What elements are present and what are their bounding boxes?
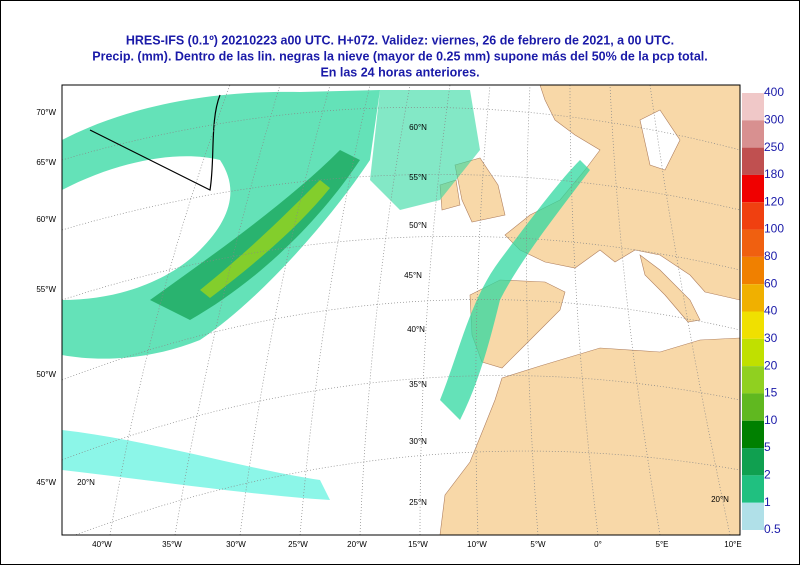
colorbar-swatch <box>742 202 764 230</box>
lat-label: 20°N <box>77 478 95 487</box>
bottom-label: 10°W <box>467 540 487 549</box>
precip-south <box>62 430 330 500</box>
left-label: 65°W <box>36 158 56 167</box>
colorbar-label: 20 <box>764 358 778 372</box>
africa <box>439 337 740 535</box>
colorbar-swatch <box>742 311 764 339</box>
left-label: 50°W <box>36 370 56 379</box>
lat-label: 25°N <box>409 498 427 507</box>
colorbar-label: 2 <box>764 468 771 482</box>
colorbar-swatch <box>742 256 764 285</box>
bottom-label: 20°W <box>347 540 367 549</box>
lat-label: 40°N <box>407 325 425 334</box>
colorbar-swatch <box>742 174 764 203</box>
colorbar-label: 15 <box>764 386 778 400</box>
lat-label: 20°N <box>711 495 729 504</box>
colorbar-label: 10 <box>764 413 778 427</box>
europe <box>504 85 740 301</box>
colorbar-label: 40 <box>764 304 778 318</box>
left-label: 60°W <box>36 215 56 224</box>
colorbar: 400 300 250 180 120 100 80 60 40 30 20 15 10 5 2 1 0.5 <box>742 85 784 536</box>
bottom-label: 10°E <box>724 540 741 549</box>
colorbar-swatch <box>742 284 764 312</box>
precip-iberia <box>440 160 590 420</box>
left-label: 55°W <box>36 285 56 294</box>
bottom-label: 5°W <box>530 540 546 549</box>
map-border <box>61 84 741 536</box>
bottom-label: 40°W <box>92 540 112 549</box>
colorbar-swatch <box>742 420 764 449</box>
colorbar-label: 60 <box>764 276 778 290</box>
colorbar-swatch <box>742 338 764 367</box>
graticule <box>62 85 740 535</box>
colorbar-label: 100 <box>764 222 784 236</box>
lat-label: 60°N <box>409 123 427 132</box>
precip-north <box>370 90 480 210</box>
colorbar-swatch <box>742 366 764 394</box>
precip-band <box>62 90 380 359</box>
title-line: En las 24 horas anteriores. <box>320 65 479 79</box>
title-line: HRES-IFS (0.1º) 20210223 a00 UTC. H+072.… <box>126 33 674 47</box>
colorbar-label: 400 <box>764 85 784 99</box>
colorbar-label: 5 <box>764 440 771 454</box>
colorbar-label: 180 <box>764 167 784 181</box>
colorbar-swatch <box>742 393 764 421</box>
colorbar-swatch <box>742 448 764 476</box>
lat-label: 30°N <box>409 437 427 446</box>
baltic <box>639 109 681 171</box>
colorbar-swatch <box>742 93 764 121</box>
lat-label: 55°N <box>409 173 427 182</box>
colorbar-label: 300 <box>764 112 784 126</box>
colorbar-swatch <box>742 120 764 148</box>
colorbar-label: 250 <box>764 140 784 154</box>
snow-line <box>89 94 221 191</box>
colorbar-label: 1 <box>764 495 771 509</box>
left-label: 70°W <box>36 108 56 117</box>
bottom-label: 30°W <box>226 540 246 549</box>
title-line: Precip. (mm). Dentro de las lin. negras … <box>92 49 707 63</box>
colorbar-swatch <box>742 229 764 257</box>
britain <box>454 157 506 223</box>
colorbar-swatch <box>742 502 764 530</box>
bottom-label: 0° <box>594 540 602 549</box>
title-block: HRES-IFS (0.1º) 20210223 a00 UTC. H+072.… <box>92 33 707 79</box>
colorbar-label: 80 <box>764 249 778 263</box>
colorbar-swatch <box>742 475 764 503</box>
bottom-label: 15°W <box>408 540 428 549</box>
precip-max <box>200 180 330 298</box>
colorbar-swatch <box>742 147 764 175</box>
map-labels: 70°W 65°W 60°W 55°W 50°W 45°W 40°W 35°W 30°W 25°W… <box>36 108 741 549</box>
lat-label: 35°N <box>409 380 427 389</box>
bottom-label: 5°E <box>656 540 669 549</box>
bottom-label: 35°W <box>162 540 182 549</box>
left-label: 45°W <box>36 478 56 487</box>
lat-label: 45°N <box>404 271 422 280</box>
colorbar-label: 0.5 <box>764 522 781 536</box>
colorbar-label: 120 <box>764 194 784 208</box>
colorbar-label: 30 <box>764 331 778 345</box>
map: 70°W 65°W 60°W 55°W 50°W 45°W 40°W 35°W 30°W 25°W… <box>36 84 742 549</box>
bottom-label: 25°W <box>288 540 308 549</box>
lat-label: 50°N <box>409 221 427 230</box>
